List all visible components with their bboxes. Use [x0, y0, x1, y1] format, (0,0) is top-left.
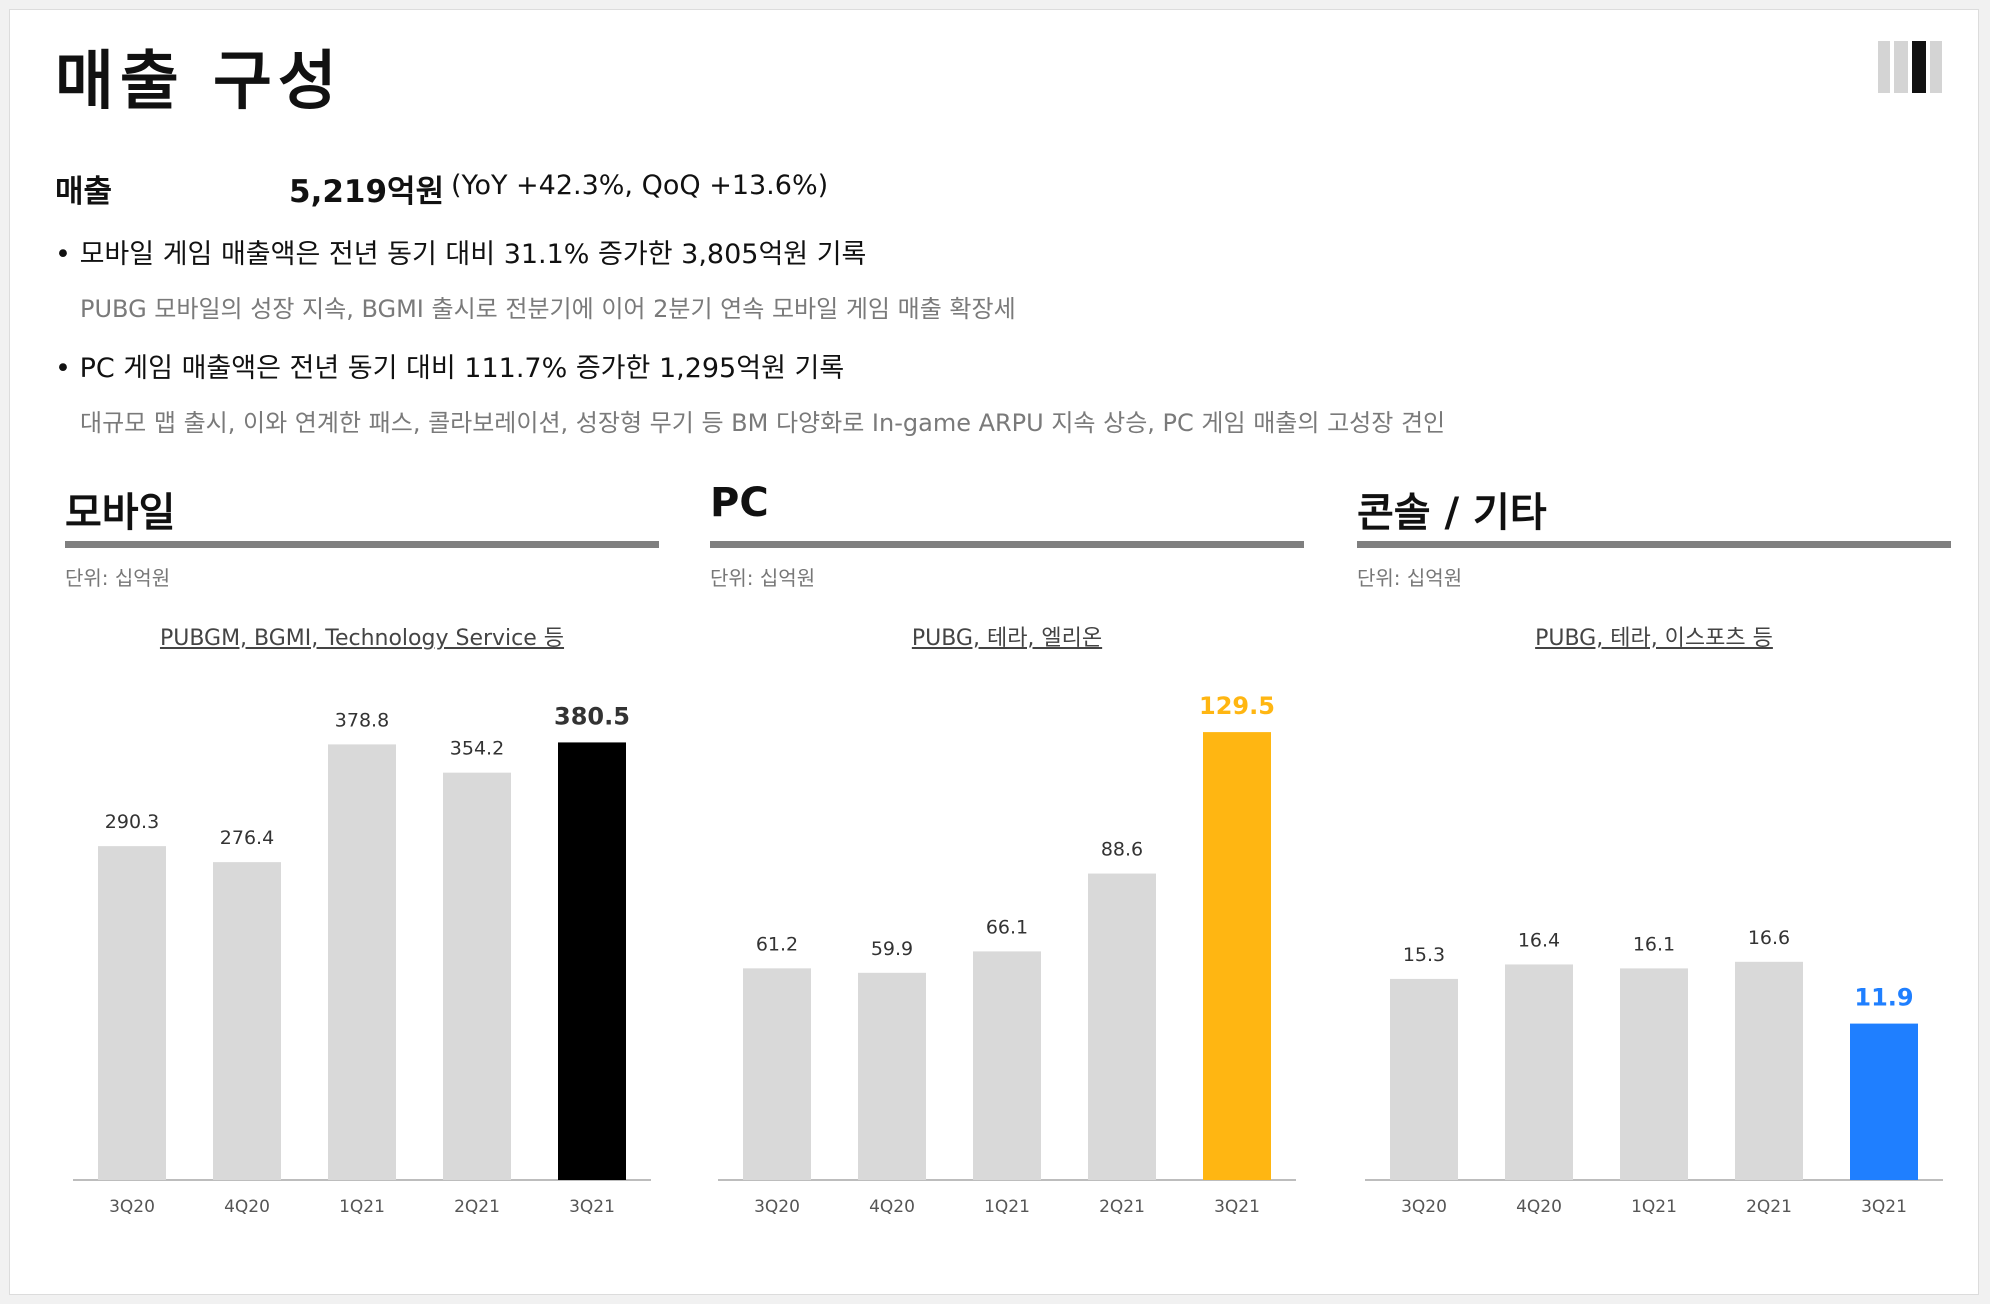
panel-pc: PC 단위: 십억원 PUBG, 테라, 엘리온 61.2 3Q20 59.9 4Q2… [710, 480, 1304, 1270]
bar-2Q21 [443, 772, 511, 1180]
page-title: 매출 구성 [55, 45, 343, 119]
bar-4Q20 [213, 862, 281, 1180]
panel-title: 콘솔 / 기타 [1357, 490, 1547, 536]
panel-unit: 단위: 십억원 [710, 566, 816, 590]
bullet-pc-detail: 대규모 맵 출시, 이와 연계한 패스, 콜라보레이션, 성장형 무기 등 BM… [80, 409, 1446, 437]
revenue-growth: (YoY +42.3%, QoQ +13.6%) [451, 170, 829, 201]
x-tick-label: 3Q21 [569, 1197, 615, 1217]
bar-value-label: 290.3 [105, 811, 159, 833]
bar-value-label: 380.5 [554, 702, 630, 730]
logo-bar-1 [1878, 41, 1890, 93]
revenue-value: 5,219억원 [289, 174, 445, 210]
panel-mobile: 모바일 단위: 십억원 PUBGM, BGMI, Technology Serv… [65, 480, 659, 1270]
mobile-bar-chart: 290.3 3Q20 276.4 4Q20 378.8 1Q21 354.2 2Q21 380.… [73, 702, 651, 1217]
x-tick-label: 4Q20 [1516, 1197, 1562, 1217]
logo-bar-2 [1894, 41, 1908, 93]
bar-value-label: 16.1 [1633, 933, 1675, 955]
bar-4Q20 [1505, 964, 1573, 1180]
slide: 매출 구성 매출 5,219억원 (YoY +42.3%, QoQ +13.6%… [9, 9, 1979, 1295]
bar-3Q21 [558, 742, 626, 1180]
bar-3Q20 [1390, 978, 1458, 1180]
x-tick-label: 3Q20 [1401, 1197, 1447, 1217]
panel-title: PC [710, 480, 769, 526]
logo-bar-4 [1930, 41, 1942, 93]
bar-1Q21 [973, 951, 1041, 1180]
x-tick-label: 2Q21 [454, 1197, 500, 1217]
bullet-pc: • PC 게임 매출액은 전년 동기 대비 111.7% 증가한 1,295억원… [55, 346, 844, 385]
bar-1Q21 [328, 744, 396, 1180]
bar-value-label: 378.8 [335, 709, 389, 731]
x-tick-label: 3Q21 [1861, 1197, 1907, 1217]
x-tick-label: 1Q21 [1631, 1197, 1677, 1217]
bar-3Q21 [1850, 1023, 1918, 1180]
x-tick-label: 2Q21 [1099, 1197, 1145, 1217]
bar-value-label: 11.9 [1854, 984, 1913, 1012]
panel-unit: 단위: 십억원 [1357, 566, 1463, 590]
bar-4Q20 [858, 972, 926, 1180]
bar-value-label: 16.6 [1748, 927, 1790, 949]
panel-divider [65, 541, 659, 548]
brand-logo [1878, 41, 1946, 93]
bar-value-label: 276.4 [220, 827, 274, 849]
x-tick-label: 2Q21 [1746, 1197, 1792, 1217]
panel-subtitle: PUBG, 테라, 엘리온 [911, 626, 1103, 651]
x-tick-label: 3Q20 [754, 1197, 800, 1217]
bar-value-label: 59.9 [871, 938, 913, 960]
x-tick-label: 4Q20 [224, 1197, 270, 1217]
logo-bar-3 [1912, 41, 1926, 93]
pc-bar-chart: 61.2 3Q20 59.9 4Q20 66.1 1Q21 88.6 2Q21 129.5 3Q2… [718, 692, 1296, 1217]
panel-title: 모바일 [65, 490, 176, 536]
x-tick-label: 4Q20 [869, 1197, 915, 1217]
bullet-pc-text: PC 게임 매출액은 전년 동기 대비 111.7% 증가한 1,295억원 기… [79, 353, 845, 384]
bar-value-label: 66.1 [986, 916, 1028, 938]
bullet-dot: • [55, 239, 71, 270]
x-tick-label: 3Q21 [1214, 1197, 1260, 1217]
revenue-label: 매출 [55, 174, 113, 210]
panel-divider [710, 541, 1304, 548]
bar-value-label: 15.3 [1403, 944, 1445, 966]
console-bar-chart: 15.3 3Q20 16.4 4Q20 16.1 1Q21 16.6 2Q21 11.9 3Q21 [1365, 927, 1943, 1217]
bar-value-label: 129.5 [1199, 692, 1275, 720]
panel-console: 콘솔 / 기타 단위: 십억원 PUBG, 테라, 이스포츠 등 15.3 3Q2… [1357, 480, 1951, 1270]
panel-unit: 단위: 십억원 [65, 566, 171, 590]
bar-3Q21 [1203, 732, 1271, 1180]
bar-value-label: 16.4 [1518, 929, 1560, 951]
bar-3Q20 [743, 968, 811, 1180]
bullet-dot: • [55, 353, 71, 384]
bar-3Q20 [98, 846, 166, 1180]
bar-2Q21 [1088, 873, 1156, 1180]
bullet-mobile-text: 모바일 게임 매출액은 전년 동기 대비 31.1% 증가한 3,805억원 기… [79, 239, 867, 270]
x-tick-label: 3Q20 [109, 1197, 155, 1217]
panel-subtitle: PUBG, 테라, 이스포츠 등 [1535, 626, 1773, 651]
bar-2Q21 [1735, 961, 1803, 1180]
panel-subtitle: PUBGM, BGMI, Technology Service 등 [159, 626, 565, 651]
bar-1Q21 [1620, 968, 1688, 1180]
bar-value-label: 354.2 [450, 738, 504, 760]
x-tick-label: 1Q21 [984, 1197, 1030, 1217]
bar-value-label: 61.2 [756, 933, 798, 955]
bar-value-label: 88.6 [1101, 839, 1143, 861]
panel-divider [1357, 541, 1951, 548]
x-tick-label: 1Q21 [339, 1197, 385, 1217]
bullet-mobile: • 모바일 게임 매출액은 전년 동기 대비 31.1% 증가한 3,805억원… [55, 232, 866, 271]
bullet-mobile-detail: PUBG 모바일의 성장 지속, BGMI 출시로 전분기에 이어 2분기 연속… [80, 295, 1016, 323]
